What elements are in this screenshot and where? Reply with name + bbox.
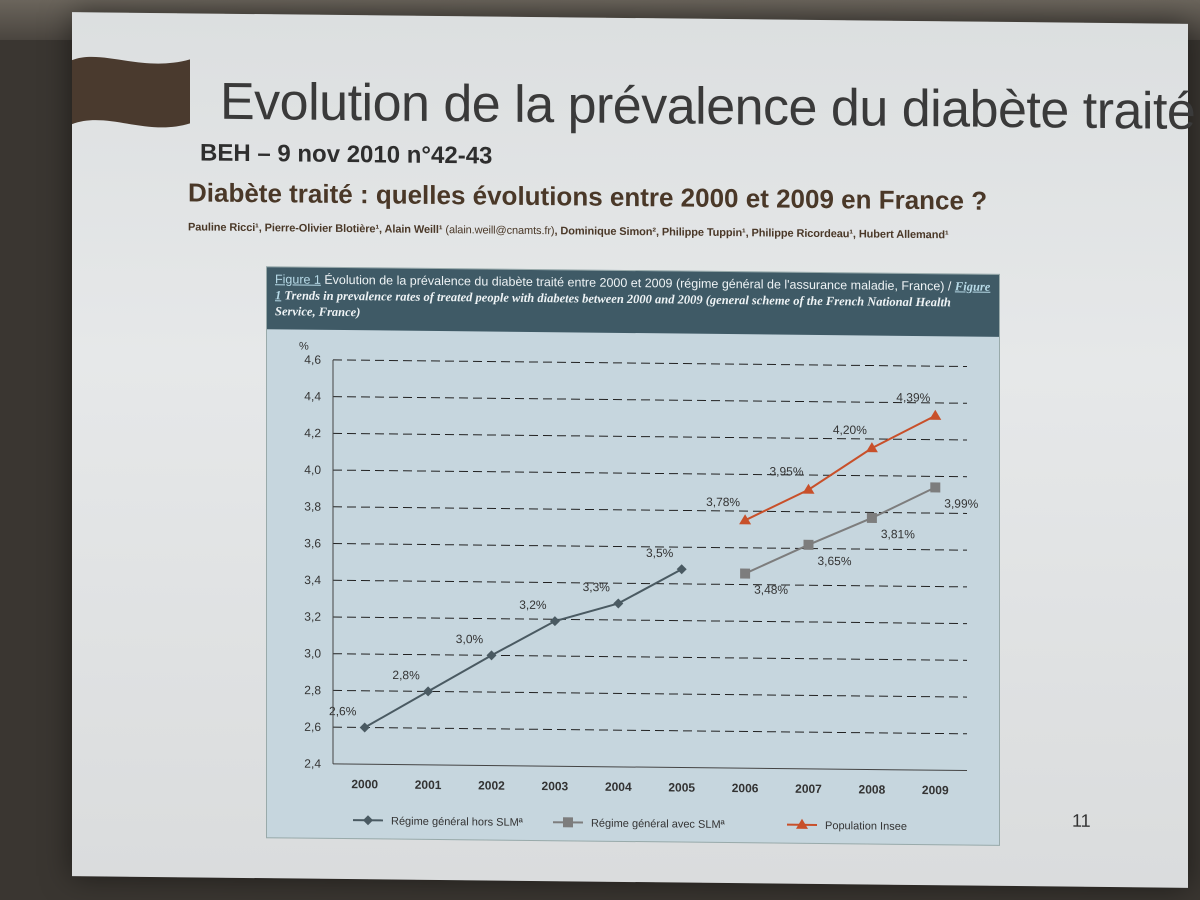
- gridline: [333, 469, 967, 478]
- flag-logo-icon: [72, 56, 190, 128]
- y-tick-label: 4,2: [304, 426, 321, 440]
- x-tick-label: 2009: [922, 783, 949, 797]
- data-point: [423, 686, 434, 697]
- data-point: [802, 483, 815, 494]
- publication-reference: BEH – 9 nov 2010 n°42-43: [200, 139, 493, 170]
- data-label: 3,3%: [583, 580, 611, 594]
- data-point: [739, 514, 752, 525]
- legend-marker: [563, 817, 573, 828]
- author-email: (alain.weill@cnamts.fr): [445, 224, 555, 238]
- data-label: 3,81%: [881, 527, 915, 541]
- data-label: 3,0%: [456, 632, 484, 646]
- gridline: [333, 432, 967, 441]
- legend-label: Régime général hors SLMª: [391, 815, 524, 828]
- data-label: 3,78%: [706, 495, 740, 509]
- gridline: [333, 543, 967, 551]
- gridline: [333, 689, 967, 698]
- series-line: [744, 486, 936, 575]
- y-tick-label: 4,6: [304, 353, 321, 367]
- y-tick-label: 3,6: [304, 536, 321, 550]
- data-point: [359, 722, 370, 733]
- data-point: [803, 539, 814, 550]
- y-tick-label: 2,6: [304, 720, 321, 734]
- y-tick-label: 4,4: [304, 389, 321, 403]
- figure-panel: Figure 1 Évolution de la prévalence du d…: [266, 266, 1000, 846]
- y-tick-label: 3,8: [304, 499, 321, 513]
- article-title: Diabète traité : quelles évolutions entr…: [188, 177, 988, 216]
- data-label: 4,39%: [896, 390, 930, 404]
- slide: Evolution de la prévalence du diabète tr…: [72, 12, 1196, 888]
- gridline: [333, 359, 967, 368]
- data-label: 3,65%: [817, 554, 851, 568]
- data-label: 3,99%: [944, 496, 978, 510]
- data-label: 4,20%: [833, 423, 867, 437]
- series-line: [744, 414, 936, 522]
- y-tick-label: 3,2: [304, 610, 321, 624]
- x-axis: [333, 763, 967, 772]
- data-point: [866, 512, 877, 524]
- x-tick-label: 2000: [351, 777, 378, 791]
- data-point: [740, 568, 751, 579]
- x-tick-label: 2006: [732, 781, 759, 795]
- y-axis-label: %: [299, 341, 309, 353]
- data-label: 2,6%: [329, 704, 357, 718]
- page-number: 11: [1072, 810, 1091, 831]
- gridline: [333, 726, 967, 735]
- data-point: [676, 564, 687, 575]
- data-label: 3,2%: [519, 598, 547, 612]
- y-tick-label: 3,4: [304, 573, 321, 587]
- gridline: [333, 579, 967, 588]
- y-tick-label: 4,0: [304, 463, 321, 477]
- x-tick-label: 2002: [478, 778, 505, 792]
- data-point: [549, 616, 560, 627]
- legend-marker: [796, 818, 808, 829]
- gridline: [333, 616, 967, 625]
- figure-caption-en: Trends in prevalence rates of treated pe…: [275, 288, 951, 320]
- authors-first: Pauline Ricci¹, Pierre-Olivier Blotière¹…: [188, 221, 443, 237]
- data-point: [929, 409, 942, 420]
- legend-marker: [363, 815, 373, 826]
- x-tick-label: 2003: [542, 779, 569, 793]
- y-tick-label: 3,0: [304, 646, 321, 660]
- author-list: Pauline Ricci¹, Pierre-Olivier Blotière¹…: [188, 221, 1188, 243]
- x-tick-label: 2001: [415, 778, 442, 792]
- data-label: 2,8%: [392, 668, 420, 682]
- data-point: [930, 482, 941, 493]
- data-point: [613, 598, 624, 609]
- data-point: [865, 442, 878, 453]
- x-tick-label: 2005: [668, 780, 695, 794]
- y-tick-label: 2,8: [304, 683, 321, 697]
- x-tick-label: 2004: [605, 780, 632, 794]
- gridline: [333, 653, 967, 661]
- line-chart: % 2,4 2,6 2,8 3,0 3,2 3,4 3,6 3,8 4,0 4,2 4,4 4,6 200…: [299, 341, 979, 833]
- figure-caption: Figure 1 Évolution de la prévalence du d…: [267, 267, 999, 337]
- gridline: [333, 396, 967, 404]
- legend-label: Population Insee: [825, 820, 907, 833]
- data-point: [486, 650, 497, 661]
- legend-item: Régime général avec SLMª: [553, 818, 726, 831]
- legend-item: Régime général hors SLMª: [353, 815, 524, 829]
- data-label: 3,5%: [646, 546, 674, 560]
- x-tick-label: 2008: [859, 782, 886, 796]
- x-tick-label: 2007: [795, 782, 822, 796]
- data-label: 3,48%: [754, 583, 788, 597]
- authors-rest: , Dominique Simon², Philippe Tuppin¹, Ph…: [554, 225, 949, 242]
- legend-label: Régime général avec SLMª: [591, 818, 726, 831]
- gridline: [333, 506, 967, 514]
- figure-label-fr: Figure 1: [275, 272, 321, 287]
- series-line: [364, 568, 683, 729]
- y-tick-label: 2,4: [304, 757, 321, 771]
- data-label: 3,95%: [769, 464, 803, 478]
- slide-title: Evolution de la prévalence du diabète tr…: [220, 72, 1196, 141]
